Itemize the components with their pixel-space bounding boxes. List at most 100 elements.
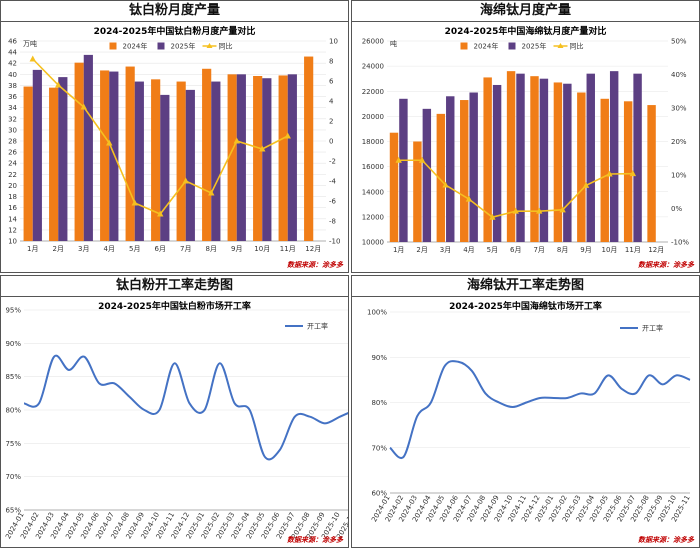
rate-line <box>389 360 691 459</box>
bar-2024 <box>483 77 492 243</box>
bar-2024 <box>577 92 586 242</box>
y-tick-label: 24000 <box>362 63 384 71</box>
bar-2024 <box>278 75 288 241</box>
yoy-point <box>106 139 113 146</box>
bar-2025 <box>539 78 549 242</box>
x-tick-label: 5月 <box>129 245 140 253</box>
bar-2025 <box>399 98 408 242</box>
yoy-point <box>536 207 543 214</box>
x-tick-label: 4月 <box>463 246 474 254</box>
legend-label: 2025年 <box>171 42 196 51</box>
y2-tick-label: -4 <box>329 178 337 186</box>
x-tick-label: 10月 <box>601 246 617 254</box>
yoy-point <box>489 213 496 220</box>
yoy-point <box>582 181 590 188</box>
y-tick-label: 60% <box>371 490 387 498</box>
panel-tio2-monthly-output: 钛白粉月度产量 2024-2025年中国钛白粉月度产量对比 10 12 14 16 18 2… <box>0 0 349 273</box>
bar-2025 <box>211 81 221 241</box>
bar-2024 <box>151 79 161 241</box>
y-tick-label: 75% <box>5 440 21 448</box>
y2-tick-label: 4 <box>329 98 334 106</box>
x-tick-label: 1月 <box>27 245 38 253</box>
y-tick-label: 80% <box>371 399 387 407</box>
bar-2025 <box>134 81 144 241</box>
bar-2024 <box>23 86 33 241</box>
x-tick-label: 12月 <box>648 246 664 254</box>
y2-tick-label: 0 <box>329 138 333 146</box>
x-tick-label: 8月 <box>206 245 217 253</box>
y-tick-label: 32 <box>8 115 17 123</box>
bar-2025 <box>109 71 119 241</box>
yoy-point <box>418 156 426 163</box>
y-tick-label: 12000 <box>362 213 384 221</box>
bar-2024 <box>530 76 539 242</box>
legend-swatch <box>109 42 117 50</box>
source-label: 数据来源：涂多多 <box>638 535 695 544</box>
yoy-point <box>208 189 215 196</box>
x-tick-label: 1月 <box>393 246 404 254</box>
source-label: 数据来源：涂多多 <box>287 260 344 269</box>
y-tick-label: 20000 <box>362 113 384 121</box>
bar-2024 <box>413 141 422 242</box>
y-tick-label: 18000 <box>362 138 384 146</box>
y-tick-label: 42 <box>8 60 17 68</box>
chart-sponge-ti-operating-rate: 2024-2025年中国海绵钛市场开工率60%70%80%90%100%2024… <box>367 300 695 544</box>
bar-2025 <box>236 74 246 241</box>
chart-title: 2024-2025年中国海绵钛市场开工率 <box>449 300 602 312</box>
y-tick-label: 85% <box>5 373 21 381</box>
y-tick-label: 16 <box>8 204 17 212</box>
panel-sponge-ti-operating-rate: 海绵钛开工率走势图 2024-2025年中国海绵钛市场开工率 60% 70% 80% 9… <box>351 275 700 548</box>
y2-tick-label: 6 <box>329 78 334 86</box>
bar-2025 <box>609 71 619 243</box>
legend-label: 同比 <box>219 42 233 51</box>
bar-2025 <box>633 73 642 242</box>
bar-2024 <box>460 100 469 242</box>
bar-2024 <box>74 62 84 241</box>
bar-2024 <box>436 113 446 242</box>
x-tick-label: 11月 <box>280 245 296 253</box>
yoy-point <box>131 199 138 206</box>
y-tick-label: 12 <box>8 226 17 234</box>
y-tick-label: 90% <box>5 340 21 348</box>
y-tick-label: 10 <box>8 238 17 246</box>
legend-swatch <box>157 42 165 50</box>
y2-tick-label: 50% <box>671 38 687 46</box>
bar-2025 <box>563 83 572 243</box>
panel-title: 海绵钛开工率走势图 <box>352 276 699 297</box>
bar-2024 <box>553 82 563 242</box>
yoy-point <box>442 181 449 188</box>
y-tick-label: 26000 <box>362 38 384 46</box>
yoy-point <box>395 156 402 163</box>
legend-label: 2024年 <box>474 42 499 51</box>
bar-2025 <box>446 96 455 243</box>
yoy-point <box>606 170 613 177</box>
bar-2025 <box>262 78 272 241</box>
x-tick-label: 2月 <box>416 246 427 254</box>
legend-label: 开工率 <box>642 324 663 333</box>
yoy-point <box>55 81 62 88</box>
y-tick-label: 26 <box>8 149 17 157</box>
yoy-point <box>80 103 87 110</box>
bar-2025 <box>516 73 525 242</box>
bar-2025 <box>469 92 478 242</box>
panel-sponge-ti-monthly-output: 海绵钛月度产量 2024-2025年中国海绵钛月度产量对比 10000 12000 1… <box>351 0 700 273</box>
bar-2025 <box>160 94 170 241</box>
bar-2025 <box>58 77 68 241</box>
y-tick-label: 34 <box>8 104 17 112</box>
bar-2024 <box>125 66 135 241</box>
y2-tick-label: -10% <box>671 239 689 247</box>
bar-2024 <box>304 56 314 241</box>
bar-2025 <box>422 108 432 243</box>
unit-label: 万吨 <box>23 39 37 48</box>
y-tick-label: 65% <box>5 507 21 515</box>
chart-title: 2024-2025年中国钛白粉月度产量对比 <box>94 25 256 37</box>
y2-tick-label: -2 <box>329 158 336 166</box>
yoy-point <box>182 177 189 184</box>
x-tick-label: 2月 <box>53 245 64 253</box>
y2-tick-label: 20% <box>671 138 687 146</box>
legend-marker <box>206 43 213 48</box>
y-tick-label: 46 <box>8 38 17 46</box>
y2-tick-label: 30% <box>671 105 687 113</box>
y-tick-label: 38 <box>8 82 17 90</box>
bar-2024 <box>600 98 609 242</box>
